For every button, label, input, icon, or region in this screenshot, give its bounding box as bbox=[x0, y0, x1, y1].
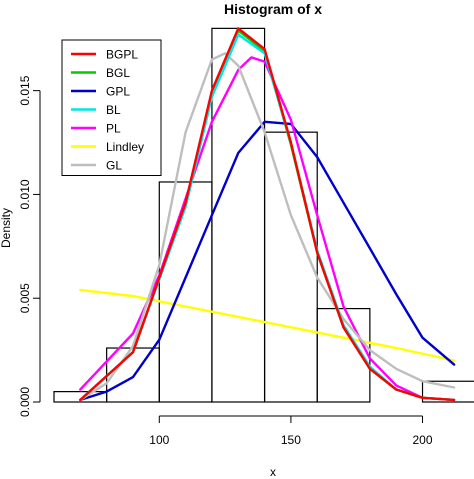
legend-label-pl: PL bbox=[106, 122, 121, 136]
legend-label-bgl: BGL bbox=[106, 66, 130, 80]
histogram-bar bbox=[106, 347, 160, 403]
histogram-bar bbox=[158, 181, 213, 403]
legend: BGPL BGL GPL BL PL Lindley GL bbox=[61, 39, 162, 176]
x-tick-label: 200 bbox=[413, 433, 433, 447]
legend-box bbox=[61, 39, 162, 176]
histogram-bar bbox=[211, 27, 266, 403]
legend-label-gl: GL bbox=[106, 159, 122, 173]
y-axis-label: Density bbox=[0, 208, 13, 248]
histogram-bar bbox=[263, 131, 318, 403]
legend-label-gpl: GPL bbox=[106, 85, 130, 99]
legend-label-bl: BL bbox=[106, 103, 121, 117]
series-line-lindley bbox=[79, 288, 456, 362]
series-line-gpl bbox=[79, 120, 456, 402]
x-tick-label: 100 bbox=[149, 433, 169, 447]
series-line-gl bbox=[79, 52, 456, 402]
series-line-bgpl bbox=[79, 27, 456, 402]
y-tick-label: 0.000 bbox=[18, 387, 32, 417]
x-tick-label: 150 bbox=[281, 433, 301, 447]
histogram-bar bbox=[421, 380, 474, 403]
y-tick-label: 0.010 bbox=[18, 179, 32, 209]
y-tick-label: 0.005 bbox=[18, 283, 32, 313]
x-axis: 100 150 200 bbox=[149, 415, 433, 447]
legend-label-bgpl: BGPL bbox=[106, 48, 138, 62]
legend-label-lindley: Lindley bbox=[106, 140, 144, 154]
y-axis: 0.000 0.005 0.010 0.015 bbox=[18, 75, 41, 417]
x-axis-label: x bbox=[270, 465, 276, 479]
y-tick-label: 0.015 bbox=[18, 75, 32, 105]
density-curves bbox=[79, 27, 456, 402]
chart-title: Histogram of x bbox=[224, 1, 322, 17]
